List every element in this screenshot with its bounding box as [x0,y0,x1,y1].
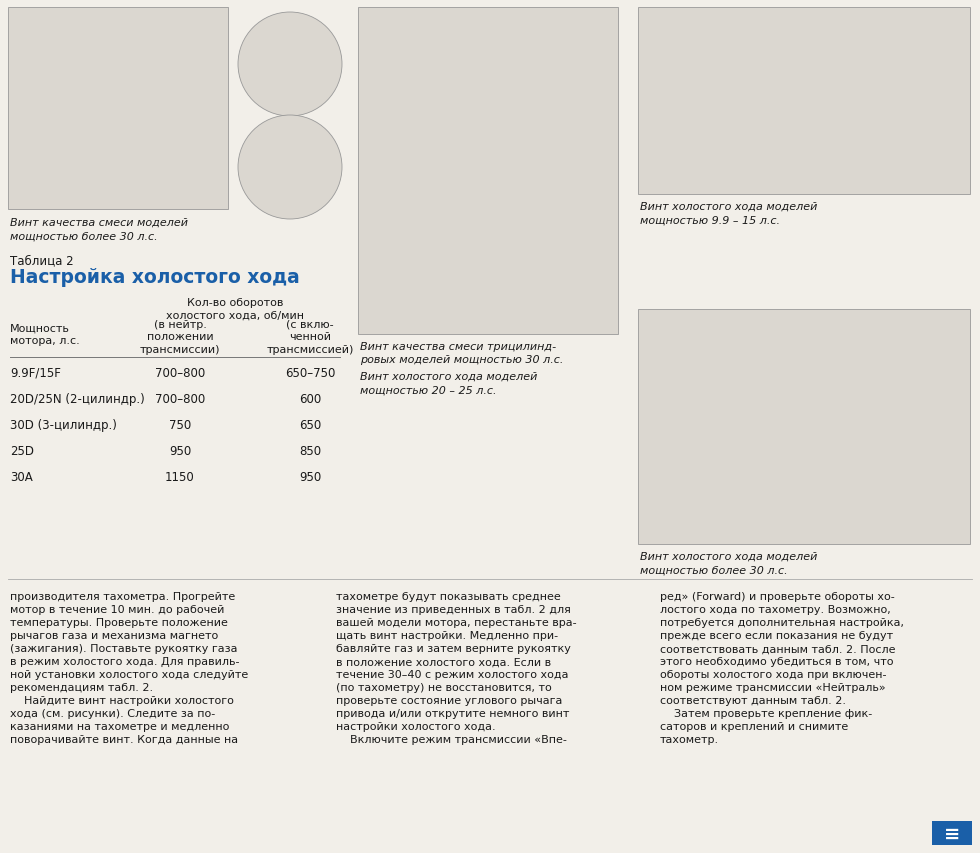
Text: Таблица 2: Таблица 2 [10,253,74,267]
Text: Мощность
мотора, л.с.: Мощность мотора, л.с. [10,323,79,346]
Text: Винт качества смеси трицилинд-
ровых моделей мощностью 30 л.с.: Винт качества смеси трицилинд- ровых мод… [360,341,564,365]
Text: Настройка холостого хода: Настройка холостого хода [10,268,300,287]
Text: 950: 950 [169,444,191,457]
Text: 20D/25N (2-цилиндр.): 20D/25N (2-цилиндр.) [10,392,145,405]
Text: тахометре будут показывать среднее
значение из приведенных в табл. 2 для
вашей м: тахометре будут показывать среднее значе… [336,591,576,745]
Text: (с вклю-
ченной
трансмиссией): (с вклю- ченной трансмиссией) [267,320,354,354]
Text: Винт качества смеси моделей
мощностью более 30 л.с.: Винт качества смеси моделей мощностью бо… [10,218,188,241]
Text: 750: 750 [169,419,191,432]
Text: 9.9F/15F: 9.9F/15F [10,367,61,380]
Text: 30A: 30A [10,471,32,484]
Text: 650: 650 [299,419,321,432]
Text: 700–800: 700–800 [155,367,205,380]
Text: (в нейтр.
положении
трансмиссии): (в нейтр. положении трансмиссии) [140,320,220,354]
Text: 30D (3-цилиндр.): 30D (3-цилиндр.) [10,419,117,432]
Bar [638,310,970,544]
Circle shape [238,13,342,117]
Text: 650–750: 650–750 [285,367,335,380]
Text: 850: 850 [299,444,321,457]
Text: производителя тахометра. Прогрейте
мотор в течение 10 мин. до рабочей
температур: производителя тахометра. Прогрейте мотор… [10,591,248,745]
Text: 600: 600 [299,392,321,405]
Text: 25D: 25D [10,444,34,457]
Circle shape [238,116,342,220]
Text: Винт холостого хода моделей
мощностью 20 – 25 л.с.: Винт холостого хода моделей мощностью 20… [360,372,537,395]
Bar [932,821,972,845]
Text: Винт холостого хода моделей
мощностью 9.9 – 15 л.с.: Винт холостого хода моделей мощностью 9.… [640,202,817,225]
Text: Кол-во оборотов
холостого хода, об/мин: Кол-во оборотов холостого хода, об/мин [166,298,304,320]
Text: Винт холостого хода моделей
мощностью более 30 л.с.: Винт холостого хода моделей мощностью бо… [640,551,817,575]
Text: ред» (Forward) и проверьте обороты хо-
лостого хода по тахометру. Возможно,
потр: ред» (Forward) и проверьте обороты хо- л… [660,591,904,745]
Text: 950: 950 [299,471,321,484]
Bar [358,8,618,334]
Text: 1150: 1150 [165,471,195,484]
Bar [638,8,970,194]
Bar [8,8,228,210]
Text: 700–800: 700–800 [155,392,205,405]
Text: ≡: ≡ [944,823,960,843]
